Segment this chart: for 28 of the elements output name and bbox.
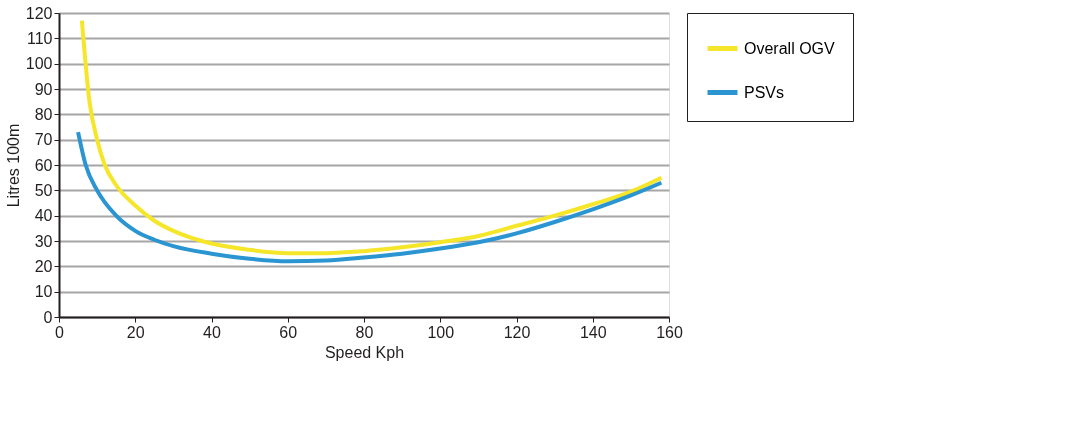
legend-label: Overall OGV [744, 39, 836, 57]
y-tick-label: 10 [34, 283, 53, 301]
x-tick-label: 100 [427, 323, 455, 341]
y-tick-label: 60 [34, 156, 53, 174]
y-tick-label: 30 [34, 232, 53, 250]
y-axis-title: Litres 100m [4, 123, 22, 208]
y-tick-label: 0 [43, 308, 53, 326]
x-tick-label: 80 [355, 323, 374, 341]
y-tick-label: 50 [34, 181, 53, 199]
x-tick-label: 60 [279, 323, 298, 341]
line-series [79, 18, 664, 256]
y-tick-label: 100 [25, 55, 53, 73]
x-axis-title: Speed Kph [324, 343, 405, 361]
legend-label: PSVs [744, 83, 785, 101]
y-tick-label: 20 [34, 257, 53, 275]
x-tick-label: 0 [55, 323, 65, 341]
x-tick-label: 160 [656, 323, 683, 341]
y-tick-label: 80 [34, 105, 53, 123]
y-tick-label: 40 [34, 207, 53, 225]
x-tick-label: 20 [126, 323, 145, 341]
y-tick-label: 120 [25, 4, 53, 22]
line-series [76, 130, 664, 264]
x-tick-label: 120 [503, 323, 531, 341]
y-tick-label: 70 [34, 131, 53, 149]
x-tick-label: 40 [203, 323, 221, 341]
y-tick-label: 110 [26, 29, 53, 47]
y-tick-label: 90 [34, 80, 53, 98]
x-tick-label: 140 [579, 323, 607, 341]
